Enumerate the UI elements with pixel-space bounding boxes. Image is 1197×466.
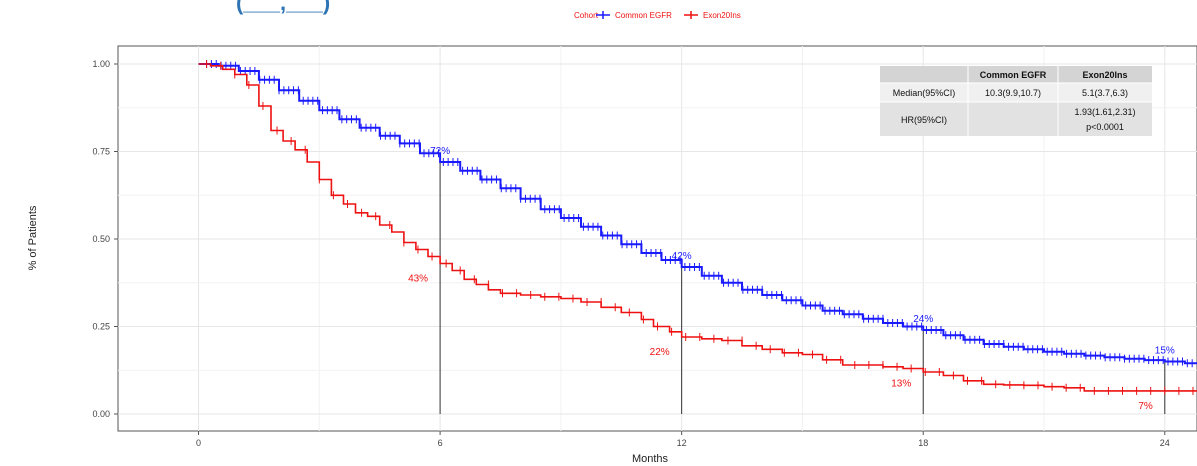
annotation-common: 72% bbox=[430, 146, 450, 157]
x-axis: 0 6 12 18 24 bbox=[196, 431, 1170, 448]
annotation-exon: 7% bbox=[1138, 401, 1153, 412]
inset-table-row2-exon: 1.93(1.61,2.31) bbox=[1074, 107, 1135, 117]
x-tick-label: 6 bbox=[438, 438, 443, 448]
legend: Cohort Common EGFR Exon20Ins bbox=[574, 11, 741, 20]
y-tick-label: 0.50 bbox=[92, 234, 110, 244]
annotation-exon: 13% bbox=[891, 379, 911, 390]
annotation-common: 24% bbox=[913, 314, 933, 325]
inset-table-header-bg bbox=[880, 66, 1152, 83]
inset-table-row1-label: Median(95%CI) bbox=[893, 88, 956, 98]
inset-table-row2-label: HR(95%CI) bbox=[901, 115, 947, 125]
inset-table-row2-pvalue: p<0.0001 bbox=[1086, 122, 1124, 132]
y-axis: 0.00 0.25 0.50 0.75 1.00 bbox=[92, 59, 118, 419]
y-axis-title: % of Patients bbox=[27, 205, 39, 270]
header-fragment: (___,___) bbox=[236, 0, 331, 15]
annotation-exon: 43% bbox=[408, 274, 428, 285]
annotation-common: 42% bbox=[672, 251, 692, 262]
x-tick-label: 24 bbox=[1160, 438, 1170, 448]
inset-table-row1-bg bbox=[880, 83, 1152, 102]
series-line-exon20ins bbox=[198, 63, 1197, 392]
inset-table-row2-bg bbox=[880, 102, 1152, 136]
inset-table-row1-exon: 5.1(3.7,6.3) bbox=[1082, 88, 1128, 98]
series-line-common-egfr bbox=[198, 63, 1197, 365]
annotation-common: 15% bbox=[1155, 346, 1175, 357]
series-group bbox=[198, 60, 1197, 395]
annotation-exon: 22% bbox=[650, 347, 670, 358]
legend-title: Cohort bbox=[574, 11, 599, 20]
inset-table-col-exon: Exon20Ins bbox=[1082, 70, 1127, 80]
inset-table-row1-common: 10.3(9.9,10.7) bbox=[985, 88, 1041, 98]
x-tick-label: 18 bbox=[918, 438, 928, 448]
y-tick-label: 1.00 bbox=[92, 59, 110, 69]
y-tick-label: 0.75 bbox=[92, 147, 110, 157]
annotations: 72% 43% 42% 22% 24% 13% 15% 7% bbox=[408, 146, 1175, 412]
x-tick-label: 0 bbox=[196, 438, 201, 448]
legend-label-common: Common EGFR bbox=[615, 11, 672, 20]
y-tick-label: 0.25 bbox=[92, 322, 110, 332]
x-tick-label: 12 bbox=[677, 438, 687, 448]
x-axis-title: Months bbox=[632, 453, 669, 465]
inset-table-col-common: Common EGFR bbox=[980, 70, 1047, 80]
y-tick-label: 0.00 bbox=[92, 409, 110, 419]
inset-table: Common EGFR Exon20Ins Median(95%CI) 10.3… bbox=[880, 66, 1152, 136]
legend-label-exon: Exon20Ins bbox=[703, 11, 741, 20]
